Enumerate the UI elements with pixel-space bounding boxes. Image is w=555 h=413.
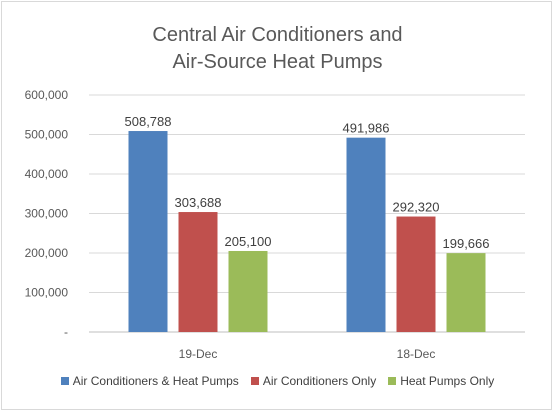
data-label-3-18-Dec: 199,666 — [443, 236, 490, 251]
bar-2-19-Dec — [178, 212, 218, 332]
data-label-1-19-Dec: 508,788 — [125, 114, 172, 129]
bar-1-19-Dec — [128, 131, 168, 332]
data-label-2-18-Dec: 292,320 — [393, 200, 440, 215]
chart-legend: Air Conditioners & Heat Pumps Air Condit… — [2, 374, 553, 388]
legend-item-2: Air Conditioners Only — [250, 374, 377, 388]
data-label-3-19-Dec: 205,100 — [225, 234, 272, 249]
legend-label-1: Air Conditioners & Heat Pumps — [72, 374, 239, 388]
y-tick-label-4: 400,000 — [25, 167, 69, 181]
y-tick-label-0: - — [64, 325, 68, 339]
data-label-1-18-Dec: 491,986 — [343, 121, 390, 136]
y-tick-label-2: 200,000 — [25, 246, 69, 260]
legend-label-3: Heat Pumps Only — [400, 374, 495, 388]
x-tick-label-19-Dec: 19-Dec — [179, 347, 218, 361]
y-tick-label-5: 500,000 — [25, 128, 69, 142]
chart-title-line-2: Air-Source Heat Pumps — [172, 51, 383, 73]
y-tick-label-1: 100,000 — [25, 286, 69, 300]
legend-label-2: Air Conditioners Only — [262, 374, 377, 388]
chart-title: Central Air Conditioners and Air-Source … — [2, 22, 553, 76]
bar-2-18-Dec — [396, 216, 436, 332]
x-tick-label-18-Dec: 18-Dec — [397, 347, 436, 361]
data-label-2-19-Dec: 303,688 — [175, 195, 222, 210]
legend-swatch-1 — [60, 377, 69, 385]
bar-3-19-Dec — [228, 250, 268, 332]
y-tick-label-6: 600,000 — [25, 88, 69, 102]
legend-swatch-3 — [388, 377, 397, 385]
bar-1-18-Dec — [346, 137, 386, 332]
legend-item-3: Heat Pumps Only — [388, 374, 494, 388]
legend-item-1: Air Conditioners & Heat Pumps — [60, 374, 239, 388]
chart-title-line-1: Central Air Conditioners and — [152, 24, 403, 46]
y-tick-label-3: 300,000 — [25, 207, 69, 221]
legend-swatch-2 — [250, 377, 259, 385]
bar-3-18-Dec — [446, 253, 486, 332]
